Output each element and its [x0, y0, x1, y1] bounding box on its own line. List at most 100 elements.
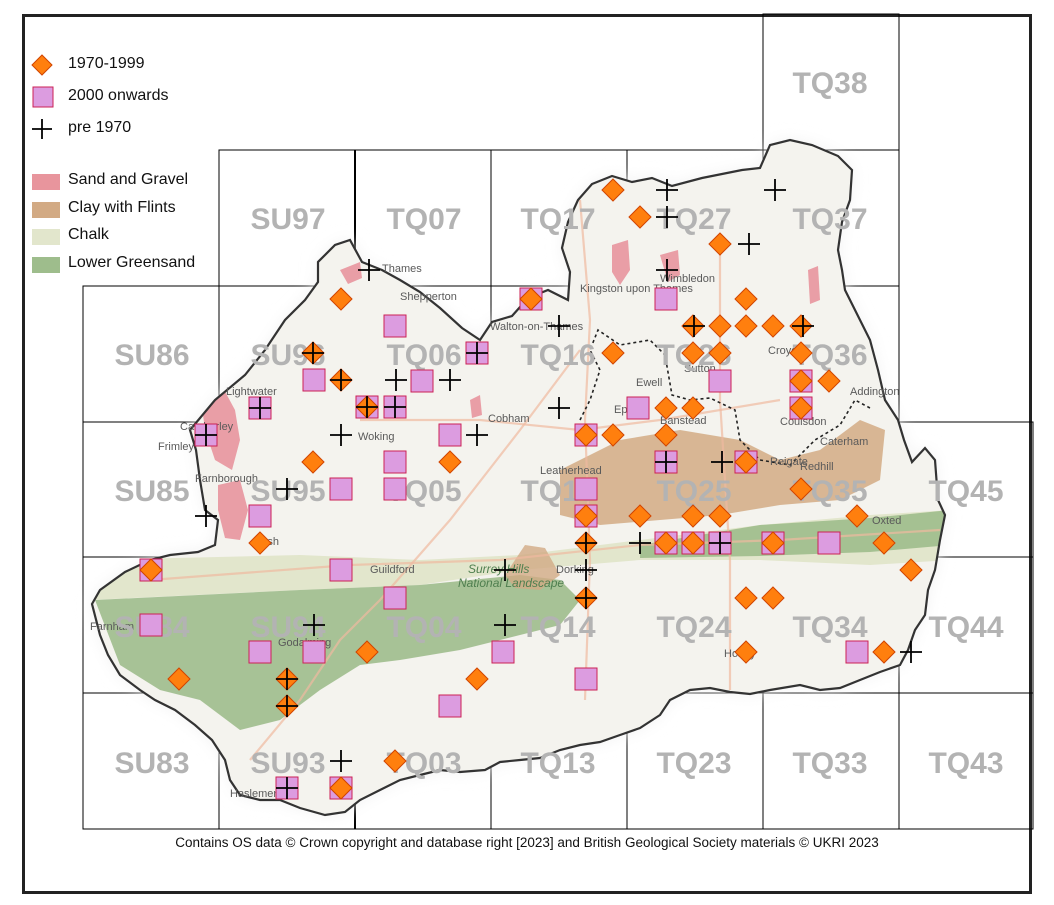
grid-tile-label: TQ37: [792, 203, 867, 236]
pink-square-icon: [32, 86, 54, 108]
record-2000-onwards-marker: [383, 586, 407, 610]
place-label: Woking: [358, 431, 394, 443]
record-1970-1999-marker: [438, 450, 462, 474]
place-label: Walton-on-Thames: [490, 321, 584, 333]
record-pre-1970-marker: [384, 396, 406, 418]
legend-label: pre 1970: [68, 119, 132, 136]
cross-icon: [32, 119, 52, 139]
place-label: Addington: [850, 386, 900, 398]
record-pre-1970-marker: [330, 750, 352, 772]
record-1970-1999-marker: [574, 504, 598, 528]
record-pre-1970-marker: [792, 315, 814, 337]
record-2000-onwards-marker: [383, 477, 407, 501]
grid-tile-label: TQ06: [386, 339, 461, 372]
road-e: [249, 349, 581, 761]
record-pre-1970-marker: [575, 559, 597, 581]
record-2000-onwards-marker: [491, 640, 515, 664]
sand-gravel-wimbledon: [660, 250, 680, 282]
grid-tile-label: TQ45: [928, 475, 1003, 508]
place-label: Leatherhead: [540, 465, 602, 477]
record-pre-1970-marker: [276, 695, 298, 717]
place-label: Farnham: [90, 621, 134, 633]
record-1970-1999-marker: [681, 396, 705, 420]
record-pre-1970-marker: [629, 532, 651, 554]
record-pre-1970-marker: [466, 424, 488, 446]
record-1970-1999-marker: [139, 558, 163, 582]
place-label: Dorking: [556, 564, 594, 576]
legend-label: Chalk: [68, 226, 109, 243]
record-1970-1999-marker: [329, 776, 353, 800]
record-1970-1999-marker: [708, 314, 732, 338]
record-pre-1970-marker: [575, 587, 597, 609]
record-2000-onwards-marker: [383, 314, 407, 338]
record-pre-1970-marker: [683, 315, 705, 337]
sand-gravel-croydon: [808, 266, 820, 304]
record-2000-onwards-marker: [845, 640, 869, 664]
county-boundary: [90, 138, 947, 817]
grid-tile-label: SU97: [250, 203, 325, 236]
record-1970-1999-marker: [761, 586, 785, 610]
place-label: Banstead: [660, 415, 706, 427]
record-pre-1970-marker: [303, 614, 325, 636]
grid-tile-label: TQ14: [520, 611, 595, 644]
record-1970-1999-marker: [789, 341, 813, 365]
record-1970-1999-marker: [734, 586, 758, 610]
place-label: Surrey Hills: [468, 562, 529, 576]
grid-tile-label: TQ34: [792, 611, 867, 644]
record-2000-onwards-marker: [654, 287, 678, 311]
orange-diamond-icon: [31, 54, 53, 76]
record-2000-onwards-marker: [817, 531, 841, 555]
record-2000-onwards-marker: [574, 667, 598, 691]
record-pre-1970-marker: [195, 424, 217, 446]
grid-tile-label: SU83: [114, 747, 189, 780]
record-1970-1999-marker: [628, 504, 652, 528]
grid-tile-label: SU95: [250, 475, 325, 508]
place-label: Lightwater: [226, 386, 277, 398]
record-1970-1999-marker: [872, 531, 896, 555]
record-1970-1999-marker: [789, 369, 813, 393]
record-1970-1999-marker: [383, 749, 407, 773]
grid-tile-label: TQ04: [386, 611, 461, 644]
place-label: Haslemere: [230, 788, 283, 800]
sand-gravel-farnborough: [218, 480, 248, 540]
record-pre-1970-marker: [276, 668, 298, 690]
record-1970-1999-marker: [248, 531, 272, 555]
greensand-swatch: [32, 257, 60, 273]
record-1970-1999-marker: [845, 504, 869, 528]
record-1970-1999-marker: [301, 450, 325, 474]
record-pre-1970-marker: [764, 179, 786, 201]
record-pre-1970-marker: [709, 532, 731, 554]
place-label: Sutton: [684, 363, 716, 375]
record-pre-1970-marker: [575, 532, 597, 554]
record-1970-1999-marker: [817, 369, 841, 393]
record-2000-onwards-marker: [383, 450, 407, 474]
record-1970-1999-marker: [355, 640, 379, 664]
record-pre-1970-marker: [330, 424, 352, 446]
grid-tile-label: SU93: [250, 747, 325, 780]
grid-tile-label: TQ17: [520, 203, 595, 236]
record-1970-1999-marker: [899, 558, 923, 582]
legend-label: 1970-1999: [68, 55, 145, 72]
sand-gravel-kingston: [612, 240, 630, 285]
record-pre-1970-marker: [656, 259, 678, 281]
record-2000-onwards-marker: [248, 504, 272, 528]
grid-tile-label: TQ25: [656, 475, 731, 508]
record-1970-1999-marker: [734, 287, 758, 311]
grid-tile-label: TQ24: [656, 611, 731, 644]
record-pre-1970-marker: [738, 233, 760, 255]
record-2000-onwards-marker: [139, 613, 163, 637]
record-pre-1970-marker: [385, 369, 407, 391]
record-pre-1970-marker: [494, 559, 516, 581]
record-pre-1970-marker: [466, 342, 488, 364]
grid-tile-label: TQ07: [386, 203, 461, 236]
record-1970-1999-marker: [872, 640, 896, 664]
record-pre-1970-marker: [356, 396, 378, 418]
place-label: Thames: [382, 263, 422, 275]
record-pre-1970-marker: [655, 451, 677, 473]
record-1970-1999-marker: [681, 341, 705, 365]
place-label: Oxted: [872, 515, 901, 527]
record-2000-onwards-marker: [248, 640, 272, 664]
grid-tile-label: TQ43: [928, 747, 1003, 780]
